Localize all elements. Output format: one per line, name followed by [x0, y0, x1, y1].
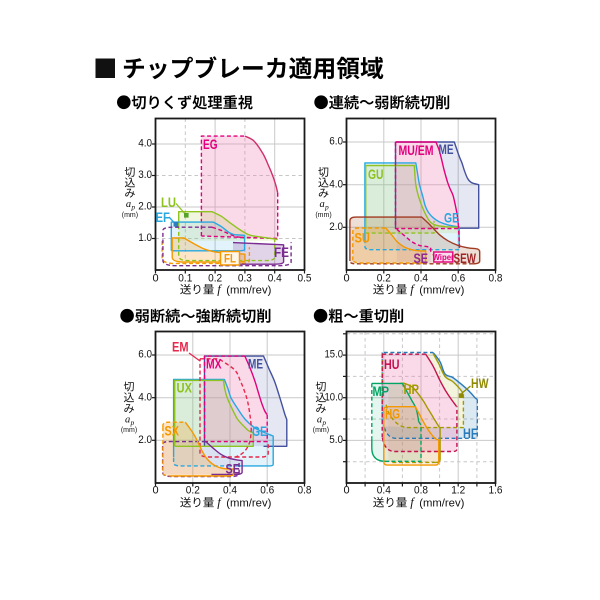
svg-text:0.8: 0.8 [414, 485, 428, 497]
svg-text:EM: EM [172, 340, 189, 355]
svg-text:p: p [324, 203, 329, 212]
svg-text:SX: SX [165, 424, 180, 439]
svg-text:(mm): (mm) [313, 427, 329, 434]
svg-text:SE: SE [414, 251, 429, 266]
svg-text:5.0: 5.0 [329, 434, 343, 446]
svg-text:0.4: 0.4 [223, 485, 237, 497]
svg-text:0.2: 0.2 [208, 273, 222, 285]
svg-text:(mm/rev): (mm/rev) [226, 498, 271, 510]
svg-text:FE: FE [274, 245, 289, 260]
svg-text:SEW: SEW [454, 251, 477, 266]
svg-text:0.2: 0.2 [377, 273, 391, 285]
svg-text:a: a [125, 415, 130, 426]
svg-text:1.6: 1.6 [489, 485, 503, 497]
svg-text:2.0: 2.0 [138, 201, 152, 213]
svg-text:LU: LU [161, 195, 176, 210]
svg-text:4.0: 4.0 [329, 178, 343, 190]
svg-text:0.1: 0.1 [178, 273, 192, 285]
svg-text:0.4: 0.4 [414, 273, 428, 285]
svg-text:(mm): (mm) [122, 212, 138, 219]
svg-text:0.8: 0.8 [489, 273, 503, 285]
svg-text:a: a [126, 199, 131, 210]
svg-text:0: 0 [343, 273, 349, 285]
svg-text:f: f [410, 283, 415, 297]
svg-text:(mm/rev): (mm/rev) [419, 498, 464, 510]
svg-text:10.0: 10.0 [325, 391, 344, 403]
svg-text:MU/EM: MU/EM [399, 143, 434, 158]
svg-text:1.2: 1.2 [451, 485, 465, 497]
svg-text:EG: EG [203, 137, 218, 152]
svg-text:EF: EF [156, 210, 171, 225]
svg-text:GE: GE [444, 211, 459, 226]
svg-text:HP: HP [404, 382, 420, 397]
svg-text:MP: MP [373, 384, 390, 399]
svg-text:15.0: 15.0 [325, 349, 344, 361]
svg-text:(mm/rev): (mm/rev) [419, 285, 464, 297]
svg-text:2.0: 2.0 [329, 221, 343, 233]
svg-text:p: p [321, 418, 326, 427]
svg-text:6.0: 6.0 [329, 136, 343, 148]
svg-text:0.4: 0.4 [377, 485, 391, 497]
svg-text:0.3: 0.3 [238, 273, 252, 285]
svg-text:0.6: 0.6 [451, 273, 465, 285]
svg-text:ME: ME [439, 142, 454, 157]
svg-text:4.0: 4.0 [138, 138, 152, 150]
svg-text:GU: GU [368, 167, 384, 182]
svg-text:HG: HG [385, 407, 400, 422]
svg-text:p: p [130, 203, 135, 212]
svg-text:0: 0 [152, 273, 158, 285]
svg-text:a: a [320, 199, 325, 210]
svg-text:3.0: 3.0 [138, 169, 152, 181]
svg-text:f: f [217, 283, 222, 297]
svg-text:0: 0 [152, 485, 158, 497]
svg-text:0.8: 0.8 [298, 485, 312, 497]
svg-text:Wiper: Wiper [433, 253, 455, 262]
svg-text:1.0: 1.0 [138, 232, 152, 244]
svg-text:(mm): (mm) [121, 427, 137, 434]
svg-text:0: 0 [343, 485, 349, 497]
svg-text:0.2: 0.2 [186, 485, 200, 497]
svg-text:a: a [317, 415, 322, 426]
svg-text:ME: ME [248, 357, 263, 372]
svg-text:0.5: 0.5 [298, 273, 312, 285]
svg-text:f: f [410, 496, 415, 510]
svg-text:4.0: 4.0 [138, 391, 152, 403]
svg-text:SE: SE [226, 462, 241, 477]
svg-text:HU: HU [384, 357, 400, 372]
svg-text:6.0: 6.0 [138, 349, 152, 361]
svg-text:f: f [217, 496, 222, 510]
svg-text:0.4: 0.4 [268, 273, 282, 285]
svg-text:UX: UX [177, 381, 193, 396]
svg-text:0.6: 0.6 [260, 485, 274, 497]
svg-text:p: p [130, 418, 135, 427]
svg-text:SU: SU [355, 231, 371, 246]
svg-text:FL: FL [224, 254, 236, 266]
svg-text:(mm/rev): (mm/rev) [226, 285, 271, 297]
svg-text:MX: MX [206, 357, 222, 372]
svg-text:GE: GE [252, 424, 267, 439]
svg-text:HW: HW [471, 376, 489, 391]
svg-text:(mm): (mm) [315, 212, 331, 219]
svg-text:HF: HF [463, 426, 478, 441]
svg-text:2.0: 2.0 [138, 434, 152, 446]
